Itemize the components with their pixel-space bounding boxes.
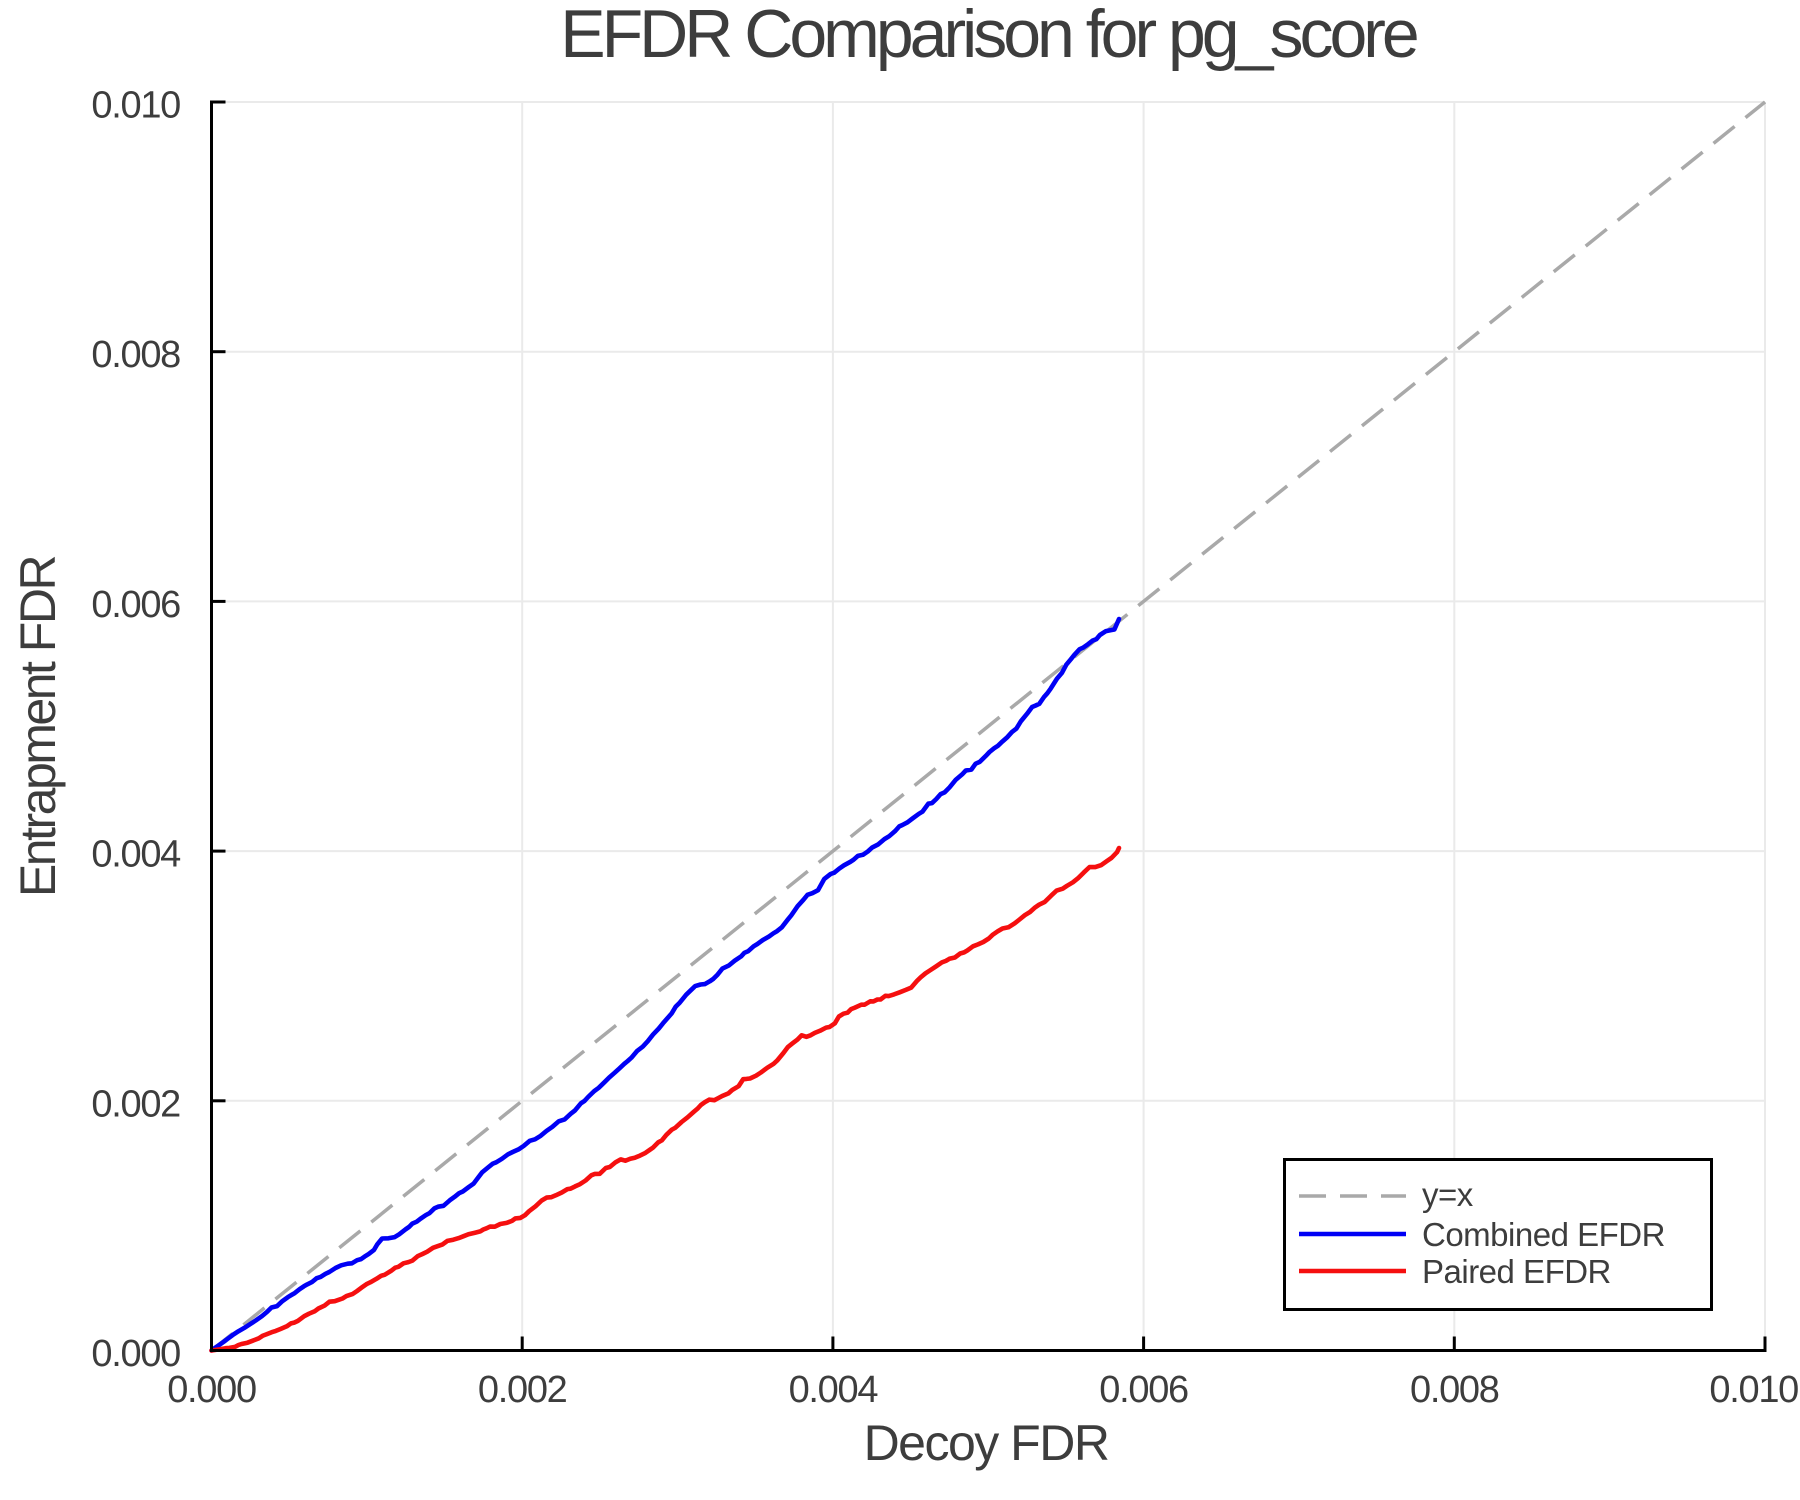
svg-text:0.002: 0.002 — [478, 1369, 567, 1411]
svg-text:0.006: 0.006 — [1099, 1369, 1188, 1411]
svg-text:0.010: 0.010 — [1709, 1369, 1798, 1411]
svg-text:0.002: 0.002 — [91, 1083, 180, 1125]
svg-text:0.008: 0.008 — [1410, 1369, 1499, 1411]
svg-text:0.006: 0.006 — [91, 584, 180, 626]
svg-text:Paired EFDR: Paired EFDR — [1422, 1253, 1611, 1290]
svg-text:0.000: 0.000 — [167, 1369, 256, 1411]
svg-text:0.008: 0.008 — [91, 334, 180, 376]
svg-text:0.004: 0.004 — [91, 834, 181, 876]
svg-text:Entrapment FDR: Entrapment FDR — [10, 557, 66, 898]
svg-text:EFDR Comparison for pg_score: EFDR Comparison for pg_score — [560, 0, 1417, 72]
svg-text:0.010: 0.010 — [91, 85, 180, 127]
svg-text:y=x: y=x — [1422, 1176, 1474, 1213]
svg-text:Decoy FDR: Decoy FDR — [864, 1415, 1109, 1471]
svg-text:0.004: 0.004 — [789, 1369, 879, 1411]
svg-text:0.000: 0.000 — [91, 1333, 180, 1375]
svg-text:Combined EFDR: Combined EFDR — [1422, 1216, 1665, 1253]
